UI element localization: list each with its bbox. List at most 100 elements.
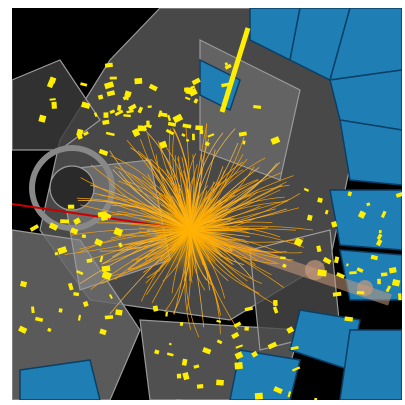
hit [76, 132, 83, 140]
hit [80, 82, 88, 87]
hit [179, 321, 184, 327]
hit [196, 383, 204, 389]
hit [202, 347, 212, 355]
hit [244, 326, 249, 331]
hit [185, 138, 190, 142]
yellow-tower [219, 27, 251, 113]
hit [83, 131, 89, 136]
hit [98, 148, 109, 156]
hit [54, 251, 59, 256]
detector-structure [12, 8, 361, 400]
hit [115, 309, 123, 316]
hit [388, 266, 397, 274]
hit [147, 105, 152, 108]
hit [82, 300, 89, 308]
hit [30, 306, 35, 314]
hit [376, 233, 383, 240]
hit [131, 128, 141, 138]
hit [272, 306, 279, 314]
hit [67, 204, 75, 209]
hit [356, 290, 365, 295]
block [329, 69, 402, 131]
hit [282, 263, 287, 269]
hit [102, 119, 110, 126]
hit [48, 222, 59, 231]
hit [314, 397, 318, 400]
hit [167, 121, 177, 127]
hit [286, 326, 295, 334]
hit [86, 258, 93, 264]
hit [94, 238, 104, 247]
hit [233, 321, 242, 328]
hit [366, 202, 371, 207]
hit [356, 267, 364, 273]
hit [70, 227, 79, 235]
hit [81, 234, 87, 239]
hit [18, 325, 28, 334]
lower-left-panel [12, 229, 141, 400]
hit [99, 255, 104, 263]
block [328, 8, 402, 81]
hit [195, 125, 203, 131]
hit [117, 104, 122, 111]
hit [238, 131, 247, 137]
hit [332, 291, 342, 297]
hit [160, 112, 168, 118]
hit [267, 341, 278, 350]
hit [231, 331, 240, 340]
calorimeter [19, 8, 402, 400]
hit [290, 345, 299, 351]
block [229, 349, 301, 400]
hit [165, 128, 175, 136]
hit [193, 98, 199, 104]
hit [306, 214, 313, 221]
hit [216, 379, 224, 386]
hit [334, 256, 340, 264]
hit [152, 305, 159, 312]
hit [106, 90, 116, 97]
hit [303, 187, 310, 192]
hit [322, 256, 332, 265]
hit [378, 229, 382, 234]
hit [395, 191, 402, 198]
hit [34, 316, 44, 323]
hit [317, 197, 323, 203]
hit [29, 224, 40, 232]
hit [280, 256, 286, 260]
hit [345, 263, 349, 267]
hit [251, 350, 259, 358]
hit [254, 392, 264, 400]
hit [159, 140, 168, 149]
hit [184, 96, 191, 101]
hit [168, 342, 172, 346]
hit [385, 285, 392, 293]
hit [109, 76, 117, 80]
hit [190, 85, 196, 89]
hit [38, 114, 47, 123]
hit [292, 366, 301, 372]
ring-hole [49, 165, 95, 211]
hit [113, 227, 124, 237]
hit [73, 292, 80, 297]
hit [103, 112, 109, 118]
scene-content [12, 8, 402, 400]
hit [134, 77, 143, 85]
hit [97, 211, 107, 218]
hit [293, 237, 304, 247]
block [199, 58, 241, 112]
hit [347, 191, 353, 197]
hit [344, 316, 354, 322]
hit [101, 265, 111, 272]
hit [127, 103, 137, 112]
hit [125, 93, 129, 101]
hit [380, 210, 387, 219]
hit [317, 269, 327, 277]
hit [380, 272, 388, 277]
hit [176, 373, 182, 379]
hit [104, 315, 114, 320]
hit [137, 106, 144, 114]
hit [370, 254, 379, 261]
block [19, 359, 101, 400]
